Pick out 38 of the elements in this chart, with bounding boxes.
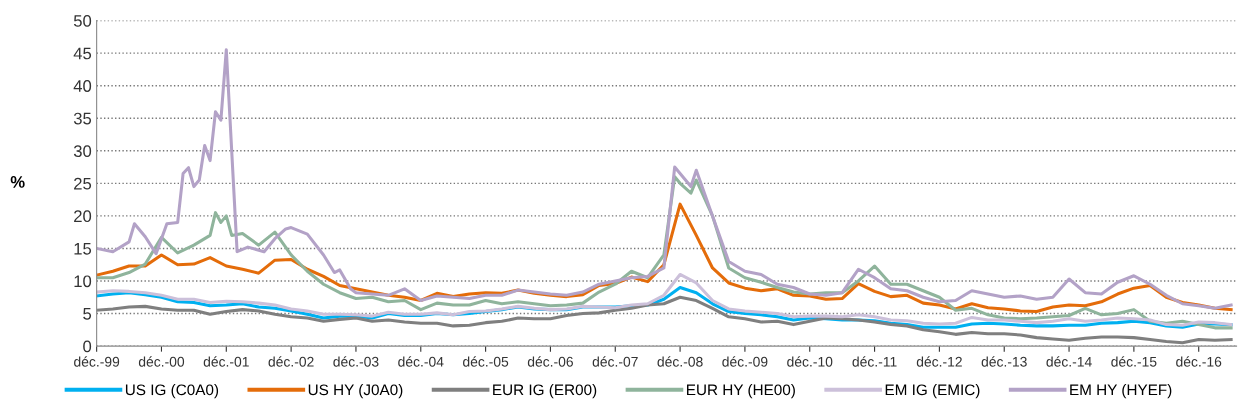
x-tick-label: déc.-15 bbox=[1111, 356, 1157, 367]
y-axis-title: % bbox=[10, 176, 25, 188]
x-tick-label: déc.-07 bbox=[592, 356, 638, 367]
x-tick-label: déc.-02 bbox=[268, 356, 314, 367]
x-tick-label: déc.-04 bbox=[398, 356, 444, 367]
y-tick-label: 45 bbox=[73, 47, 92, 60]
line-series bbox=[96, 48, 1233, 310]
y-tick-label: 10 bbox=[74, 275, 92, 288]
y-tick-label: 40 bbox=[73, 80, 92, 92]
x-tick-label: déc.-13 bbox=[981, 356, 1027, 367]
x-tick-label: déc.-99 bbox=[74, 356, 120, 367]
legend-label: US IG (C0A0) bbox=[125, 384, 219, 399]
x-tick-label: déc.-05 bbox=[463, 356, 509, 367]
y-tick-label: 0 bbox=[83, 340, 92, 353]
x-tick-label: déc.-01 bbox=[203, 356, 249, 367]
x-tick-label: déc.-08 bbox=[657, 356, 703, 367]
x-tick-label: déc.-14 bbox=[1046, 356, 1092, 367]
x-tick-label: déc.-11 bbox=[852, 356, 897, 367]
x-tick-label: déc.-06 bbox=[527, 356, 573, 367]
x-tick-label: déc.-16 bbox=[1176, 356, 1222, 367]
y-tick-label: 50 bbox=[73, 15, 92, 27]
legend-label: EUR IG (ER00) bbox=[493, 384, 597, 399]
x-tick-label: déc.-00 bbox=[138, 356, 185, 367]
x-tick-label: déc.-10 bbox=[787, 356, 833, 367]
y-tick-label: 15 bbox=[74, 243, 92, 255]
y-tick-label: 25 bbox=[74, 177, 92, 190]
legend-label: US HY (J0A0) bbox=[308, 384, 403, 399]
legend-label: EUR HY (HE00) bbox=[687, 384, 795, 399]
legend-label: EM HY (HYEF) bbox=[1070, 384, 1172, 399]
y-tick-label: 35 bbox=[73, 112, 92, 125]
y-tick-label: 20 bbox=[74, 210, 92, 223]
x-tick-label: déc.-03 bbox=[333, 356, 379, 367]
x-tick-label: déc.-12 bbox=[916, 356, 962, 367]
y-tick-label: 5 bbox=[83, 308, 92, 320]
x-tick-label: déc.-09 bbox=[722, 356, 768, 367]
y-tick-label: 30 bbox=[73, 145, 92, 157]
line-series bbox=[96, 272, 1233, 327]
legend-label: EM IG (EMIC) bbox=[885, 384, 980, 399]
